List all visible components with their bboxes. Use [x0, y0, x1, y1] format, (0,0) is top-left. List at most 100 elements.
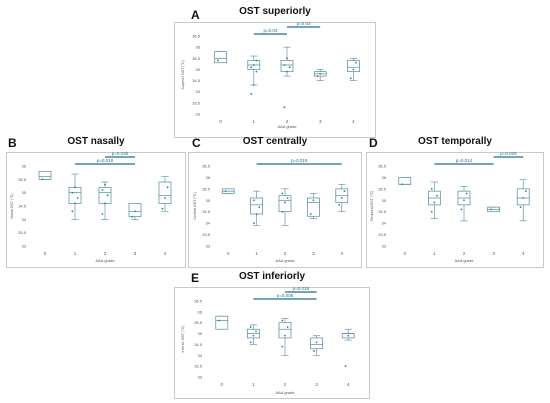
x-tick-label: 0 [221, 382, 224, 387]
y-tick-label: 35.5 [192, 56, 201, 61]
x-tick-label: 2 [463, 251, 466, 256]
x-tick-label: 0 [44, 251, 47, 256]
data-point [101, 189, 104, 191]
x-tick-label: 1 [433, 251, 436, 256]
data-point [433, 201, 436, 204]
chart-frame-d [366, 152, 544, 268]
panel-letter-e: E [191, 271, 200, 285]
y-tick-label: 36.5 [202, 164, 211, 169]
y-tick-label: 33.5 [378, 232, 387, 237]
data-point [319, 72, 322, 75]
y-tick-label: 34 [196, 89, 201, 94]
chart-frame-e [174, 287, 370, 399]
y-tick-label: 33 [22, 244, 27, 249]
y-tick-label: 35 [206, 198, 211, 203]
x-tick-label: 0 [404, 251, 407, 256]
data-point [281, 210, 284, 213]
data-point [104, 202, 106, 205]
x-axis-label: AAA grade [454, 258, 474, 263]
data-point [281, 345, 284, 348]
y-axis-label: Central OST (°C) [193, 192, 197, 219]
y-tick-label: 33.5 [202, 232, 211, 237]
panel-letter-d: D [369, 136, 378, 150]
data-point [460, 208, 463, 211]
y-tick-label: 35 [22, 190, 27, 195]
significance-label: p=0.019 [291, 158, 308, 163]
data-point [465, 192, 468, 195]
x-tick-label: 2 [284, 382, 287, 387]
data-point [283, 106, 286, 109]
chart-frame-b [6, 152, 186, 268]
x-tick-label: 0 [219, 119, 222, 124]
data-point [284, 334, 286, 337]
y-axis-label: Nasal OST (°C) [10, 194, 14, 219]
data-point [283, 64, 286, 66]
chart-title-a: OST superiorly [239, 6, 311, 17]
data-point [131, 215, 134, 218]
significance-label: p=0.03 [263, 28, 277, 33]
panel-letter-a: A [191, 8, 200, 22]
x-tick-label: 0 [227, 251, 230, 256]
data-point [253, 199, 255, 202]
data-point [217, 59, 219, 62]
data-point [224, 190, 227, 193]
data-point [349, 77, 352, 80]
y-tick-label: 35 [198, 331, 203, 336]
box [278, 195, 292, 213]
y-tick-label: 33.5 [194, 364, 203, 369]
y-tick-label: 34.5 [18, 204, 27, 209]
chart-title-e: OST inferiorly [238, 271, 306, 282]
data-point [255, 330, 257, 333]
y-tick-label: 36 [382, 175, 387, 180]
data-point [313, 350, 315, 352]
data-point [312, 199, 315, 202]
box [310, 337, 323, 350]
box [215, 315, 229, 330]
x-tick-label: 3 [492, 251, 495, 256]
y-axis-label: Inferior OST (°C) [181, 326, 185, 353]
y-tick-label: 36 [206, 175, 211, 180]
data-point [101, 213, 104, 215]
x-tick-label: 2 [284, 251, 287, 256]
data-point [164, 197, 166, 199]
data-point [134, 210, 136, 213]
data-point [338, 203, 341, 206]
significance-label: p=0.036 [112, 151, 129, 156]
significance-label: p=0.005 [277, 293, 294, 298]
y-tick-label: 33 [382, 244, 387, 249]
data-point [281, 319, 284, 322]
data-point [430, 187, 433, 190]
data-point [253, 222, 255, 225]
x-tick-label: 3 [319, 119, 322, 124]
data-point [255, 59, 258, 62]
data-point [430, 210, 433, 213]
y-tick-label: 36.5 [194, 299, 203, 304]
y-tick-label: 33 [198, 375, 203, 380]
significance-label: p=0.03 [297, 21, 311, 26]
y-tick-label: 34 [382, 221, 387, 226]
chart-frame-a [174, 22, 376, 138]
data-point [250, 93, 253, 95]
y-tick-label: 36.5 [192, 34, 201, 39]
data-point [104, 183, 106, 186]
data-point [71, 191, 74, 194]
y-tick-label: 35 [196, 67, 201, 72]
data-point [343, 190, 346, 193]
data-point [316, 75, 319, 78]
y-tick-label: 34.5 [192, 78, 201, 83]
significance-label: p=0.018 [97, 158, 114, 163]
x-tick-label: 1 [253, 119, 256, 124]
data-point [106, 194, 109, 197]
data-point [74, 186, 76, 189]
y-tick-label: 34.5 [202, 209, 211, 214]
data-point [255, 213, 258, 215]
y-tick-label: 34 [198, 353, 203, 358]
y-tick-label: 36 [22, 164, 27, 169]
y-tick-label: 35.5 [378, 186, 387, 191]
data-point [252, 64, 255, 66]
data-point [249, 341, 252, 344]
